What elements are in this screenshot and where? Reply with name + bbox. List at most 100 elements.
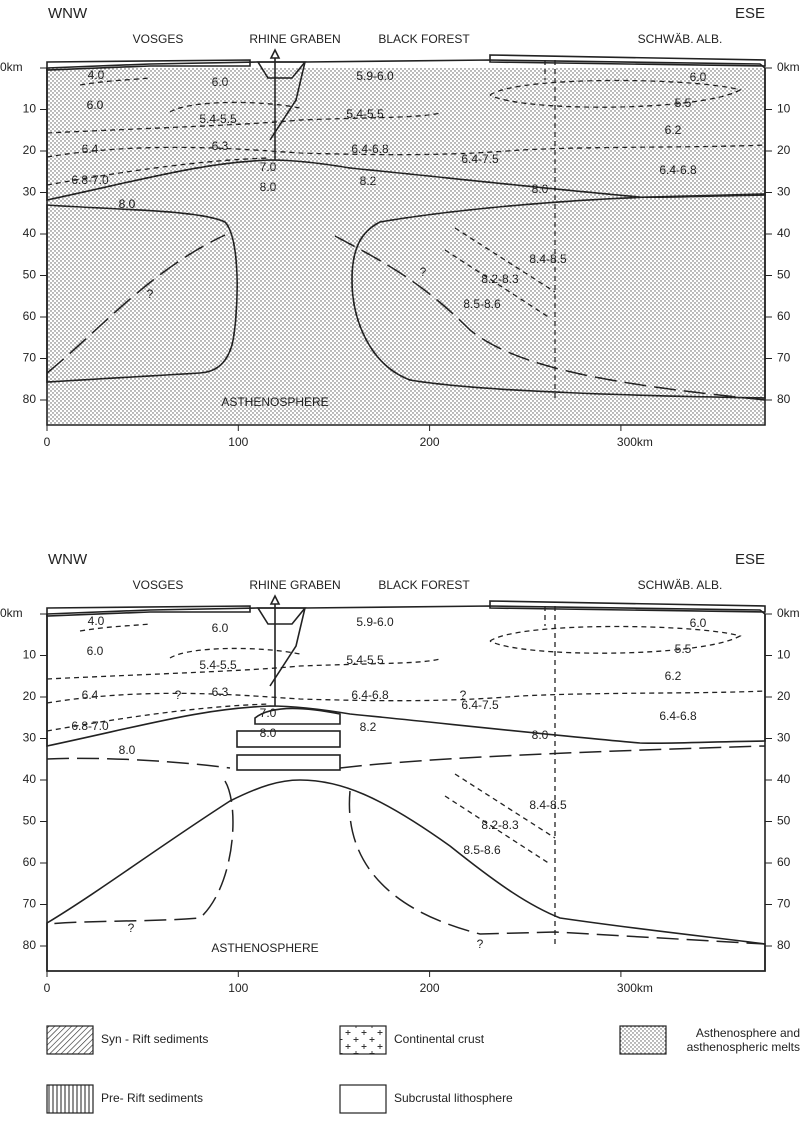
distance-label: 200 <box>420 981 440 995</box>
depth-label: 20 <box>23 689 37 703</box>
depth-label: 50 <box>23 814 37 828</box>
velocity-label: 6.0 <box>87 644 104 658</box>
velocity-label: 6.0 <box>690 70 707 84</box>
velocity-label: 4.0 <box>88 614 105 628</box>
legend-label: Subcrustal lithosphere <box>394 1091 513 1105</box>
depth-label: 30 <box>777 731 791 745</box>
graben-marker <box>271 596 279 604</box>
depth-label: 40 <box>23 226 37 240</box>
graben-marker <box>271 50 279 58</box>
depth-label: 20 <box>23 143 37 157</box>
velocity-label: 8.0 <box>260 726 277 740</box>
velocity-label: 6.4-6.8 <box>659 163 697 177</box>
velocity-label: 6.4-6.8 <box>351 142 389 156</box>
velocity-label: 6.0 <box>212 621 229 635</box>
depth-label: 10 <box>777 648 791 662</box>
lithosphere <box>47 614 765 971</box>
region-label: BLACK FOREST <box>378 32 470 46</box>
velocity-label: 8.2-8.3 <box>481 272 519 286</box>
depth-label: 10 <box>777 102 791 116</box>
velocity-label: 8.0 <box>532 182 549 196</box>
velocity-label: 8.2 <box>360 174 377 188</box>
depth-label: 80 <box>23 392 37 406</box>
velocity-label: 6.3 <box>212 685 229 699</box>
velocity-label: 6.4-6.8 <box>659 709 697 723</box>
velocity-label: 6.3 <box>212 139 229 153</box>
direction-label: ESE <box>735 551 765 568</box>
depth-label: 10 <box>23 102 37 116</box>
distance-label: 200 <box>420 435 440 449</box>
region-label: SCHWÄB. ALB. <box>638 578 723 592</box>
velocity-label: 5.5 <box>675 642 692 656</box>
velocity-label: 5.9-6.0 <box>356 69 394 83</box>
distance-label: 300km <box>617 435 653 449</box>
question-mark: ? <box>477 937 484 951</box>
velocity-label: 6.8-7.0 <box>71 719 109 733</box>
depth-label: 40 <box>23 772 37 786</box>
velocity-label: 8.4-8.5 <box>529 798 567 812</box>
question-mark: ? <box>420 265 427 279</box>
depth-label: 60 <box>777 309 791 323</box>
velocity-label: 8.5-8.6 <box>463 843 501 857</box>
velocity-label: 6.4-7.5 <box>461 152 499 166</box>
distance-label: 100 <box>228 981 248 995</box>
distance-label: 0 <box>44 435 51 449</box>
velocity-label: 5.4-5.5 <box>346 107 384 121</box>
region-label: RHINE GRABEN <box>249 578 340 592</box>
depth-label: 20 <box>777 143 791 157</box>
question-mark: ? <box>128 921 135 935</box>
asthenosphere-label: ASTHENOSPHERE <box>211 941 318 955</box>
velocity-label: 6.0 <box>212 75 229 89</box>
region-label: BLACK FOREST <box>378 578 470 592</box>
depth-label: 50 <box>777 814 791 828</box>
region-label: RHINE GRABEN <box>249 32 340 46</box>
direction-label: WNW <box>48 551 88 568</box>
velocity-label: 5.4-5.5 <box>199 658 237 672</box>
depth-label: 0km <box>0 606 23 620</box>
velocity-label: 4.0 <box>88 68 105 82</box>
figure: 0km 0km 10 10 20 20 30 30 40 40 50 50 60 60 70 70 80 80 0 1… <box>0 0 805 1130</box>
depth-label: 50 <box>23 268 37 282</box>
distance-label: 100 <box>228 435 248 449</box>
depth-label: 0km <box>777 606 800 620</box>
depth-label: 10 <box>23 648 37 662</box>
depth-label: 0km <box>777 60 800 74</box>
depth-label: 60 <box>777 855 791 869</box>
velocity-label: 5.9-6.0 <box>356 615 394 629</box>
velocity-label: 8.0 <box>260 180 277 194</box>
velocity-label: 6.2 <box>665 123 682 137</box>
velocity-label: 8.0 <box>119 197 136 211</box>
depth-label: 60 <box>23 309 37 323</box>
velocity-label: 6.4-7.5 <box>461 698 499 712</box>
depth-label: 70 <box>23 351 37 365</box>
cross-section: 0km0km1010202030304040505060607070808001… <box>0 5 800 449</box>
velocity-label: 8.2-8.3 <box>481 818 519 832</box>
depth-label: 70 <box>777 351 791 365</box>
velocity-label: 8.2 <box>360 720 377 734</box>
depth-label: 80 <box>777 938 791 952</box>
velocity-label: 6.0 <box>690 616 707 630</box>
region-label: VOSGES <box>133 578 184 592</box>
velocity-label: 5.5 <box>675 96 692 110</box>
depth-label: 50 <box>777 268 791 282</box>
velocity-label: 6.0 <box>87 98 104 112</box>
velocity-label: 5.4-5.5 <box>346 653 384 667</box>
direction-label: ESE <box>735 5 765 22</box>
asthenosphere-label: ASTHENOSPHERE <box>221 395 328 409</box>
velocity-label: 6.4 <box>82 688 99 702</box>
velocity-label: 5.4-5.5 <box>199 112 237 126</box>
legend-swatch <box>47 1085 93 1113</box>
legend-label: asthenospheric melts <box>687 1040 800 1054</box>
depth-label: 40 <box>777 226 791 240</box>
velocity-label: 8.0 <box>119 743 136 757</box>
depth-label: 80 <box>777 392 791 406</box>
distance-label: 0 <box>44 981 51 995</box>
question-mark: ? <box>147 287 154 301</box>
velocity-label: 8.4-8.5 <box>529 252 567 266</box>
depth-label: 20 <box>777 689 791 703</box>
velocity-label: 7.0 <box>260 706 277 720</box>
depth-label: 30 <box>23 185 37 199</box>
velocity-label: 7.0 <box>260 160 277 174</box>
legend-swatch <box>340 1026 386 1054</box>
legend-label: Continental crust <box>394 1032 485 1046</box>
